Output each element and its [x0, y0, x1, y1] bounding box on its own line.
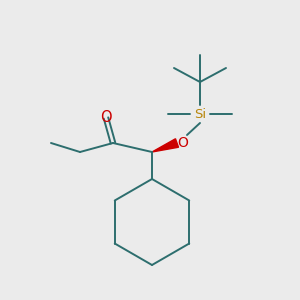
Text: O: O: [100, 110, 112, 125]
Text: O: O: [178, 136, 188, 150]
Polygon shape: [152, 139, 178, 152]
Text: Si: Si: [194, 107, 206, 121]
